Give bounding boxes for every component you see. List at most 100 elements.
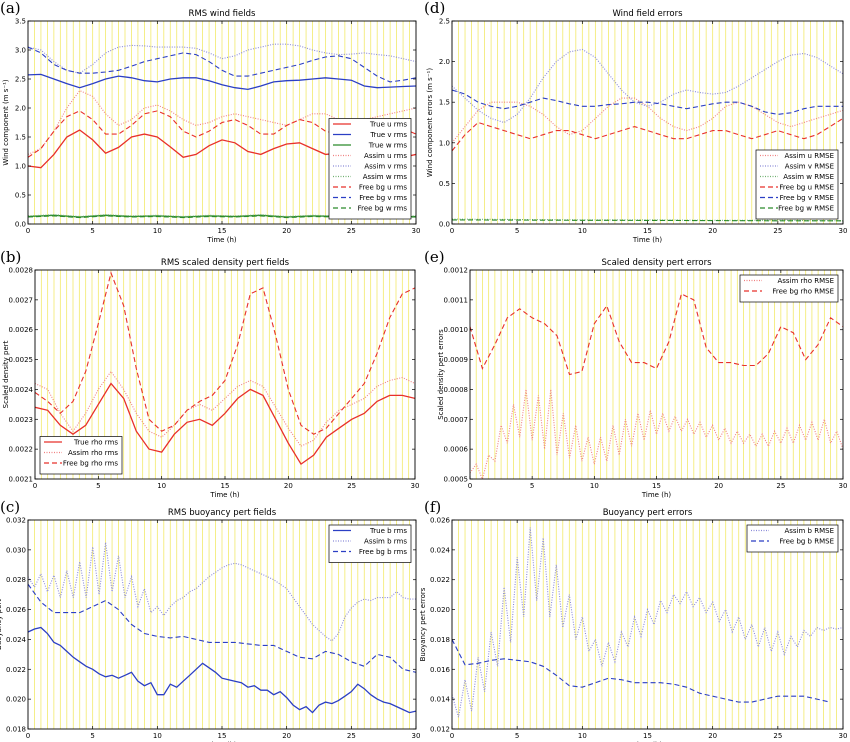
legend-box — [739, 274, 839, 303]
series-line-free-bg-rho-rms — [35, 271, 415, 435]
x-tick-label: 25 — [347, 482, 356, 490]
y-tick-label: 0.028 — [6, 576, 26, 584]
y-tick-label: 0.014 — [430, 696, 451, 704]
y-tick-label: 0.016 — [430, 666, 451, 674]
legend-entry: Free bg v RMSE — [780, 194, 834, 202]
y-axis-label: Scaled density pert errors — [437, 329, 445, 420]
series-line-assim-b-rmse — [452, 527, 843, 718]
y-tick-label: 0.020 — [430, 606, 450, 614]
x-tick-label: 10 — [590, 482, 599, 490]
series-line-free-bg-v-rmse — [452, 89, 843, 115]
y-tick-label: 0.0007 — [444, 416, 469, 424]
y-tick-label: 0.024 — [6, 636, 27, 644]
series-line-assim-rho-rmse — [470, 389, 843, 479]
x-tick-label: 30 — [839, 227, 848, 235]
legend-entry: Free bg rho rms — [63, 460, 118, 468]
legend: True rho rms Assim rho rms Free bg rho rms — [39, 436, 123, 475]
legend-entry: Free bg u RMSE — [779, 184, 834, 192]
x-tick-label: 0 — [26, 227, 30, 235]
x-tick-label: 30 — [412, 227, 421, 235]
y-tick-label: 0.0 — [439, 221, 450, 229]
y-tick-label: 0.022 — [6, 666, 26, 674]
y-tick-label: 0.020 — [6, 696, 26, 704]
legend-entry: Assim rho rms — [68, 449, 118, 457]
y-tick-label: 0.018 — [430, 636, 450, 644]
y-tick-label: 1.0 — [439, 139, 450, 147]
x-tick-label: 20 — [282, 227, 291, 235]
legend-entry: Free bg b rms — [359, 548, 407, 556]
chart-title: Buoyancy pert errors — [603, 508, 693, 518]
legend-entry: Free bg rho RMSE — [772, 288, 834, 296]
x-tick-label: 20 — [714, 482, 723, 490]
x-axis-label: Time (h) — [632, 236, 663, 244]
x-tick-label: 10 — [578, 227, 587, 235]
series-group — [28, 542, 416, 714]
y-tick-label: 1.5 — [439, 99, 450, 107]
series-line-assim-b-rms — [28, 542, 416, 642]
y-tick-label: 3.5 — [15, 18, 26, 26]
legend-entry: True u rms — [369, 121, 407, 129]
y-axis-label: Scaled density pert — [2, 340, 10, 408]
x-tick-label: 25 — [773, 732, 782, 740]
x-tick-label: 20 — [708, 227, 717, 235]
y-tick-label: 0.0022 — [9, 446, 34, 454]
y-axis-label: Wind component (m s⁻¹) — [2, 79, 10, 166]
panel-a: (a) 0 5 10 15 20 25 30 0.0 0.5 1.0 1.5 2.0 2.5 3.0 3.5 R… — [0, 0, 420, 244]
legend-entry: Assim w rms — [363, 173, 408, 181]
y-tick-label: 0.0009 — [444, 356, 469, 364]
x-tick-label: 25 — [776, 482, 785, 490]
y-tick-label: 0.0028 — [9, 267, 34, 275]
legend-entry: True rho rms — [73, 439, 118, 447]
legend-entry: Free bg b RMSE — [779, 538, 834, 546]
y-tick-label: 2.0 — [439, 58, 450, 66]
y-tick-label: 0.022 — [430, 576, 450, 584]
chart-title: RMS buoyancy pert fields — [168, 508, 277, 518]
x-tick-label: 15 — [218, 227, 227, 235]
legend: Assim rho RMSE Free bg rho RMSE — [739, 274, 839, 303]
x-tick-label: 5 — [90, 227, 94, 235]
x-tick-label: 15 — [643, 227, 652, 235]
x-tick-label: 25 — [773, 227, 782, 235]
x-tick-label: 20 — [284, 482, 293, 490]
y-tick-label: 0.0 — [15, 221, 26, 229]
x-tick-label: 5 — [530, 482, 534, 490]
panel-b: (b) 0 5 10 15 20 25 30 0.0021 0.0022 0.0023 0.0024 0… — [0, 248, 419, 499]
x-tick-label: 0 — [450, 227, 454, 235]
panel-label: (f) — [424, 498, 441, 516]
legend: True b rms Assim b rms Free bg b rms — [328, 524, 412, 563]
series-line-assim-v-rmse — [452, 48, 843, 124]
x-tick-label: 20 — [282, 732, 291, 740]
legend-box — [328, 118, 412, 220]
x-tick-label: 5 — [90, 732, 94, 740]
panel-label: (a) — [0, 0, 21, 17]
x-tick-label: 30 — [839, 482, 848, 490]
y-axis-label: Buoyancy pert errors — [419, 587, 427, 661]
x-tick-label: 30 — [412, 732, 421, 740]
y-tick-label: 0.0011 — [444, 296, 469, 304]
y-tick-label: 2.5 — [15, 76, 26, 84]
x-tick-label: 15 — [643, 732, 652, 740]
x-tick-label: 25 — [347, 227, 356, 235]
y-tick-label: 0.032 — [6, 517, 26, 525]
y-tick-label: 0.018 — [6, 726, 26, 734]
y-tick-label: 2.5 — [439, 18, 450, 26]
legend-entry: Assim b RMSE — [784, 527, 834, 535]
legend: Assim b RMSE Free bg b RMSE — [746, 524, 839, 553]
panel-label: (d) — [424, 0, 445, 17]
x-tick-label: 20 — [708, 732, 717, 740]
background-lines — [458, 520, 837, 729]
y-tick-label: 0.5 — [15, 192, 26, 200]
background-lines — [475, 270, 838, 479]
panel-label: (c) — [0, 498, 20, 516]
y-tick-label: 0.0024 — [9, 386, 34, 394]
chart-title: RMS wind fields — [189, 9, 256, 19]
legend-box — [746, 524, 839, 553]
series-line-free-bg-rho-rmse — [470, 293, 843, 376]
panel-e: (e) 0 5 10 15 20 25 30 0.0005 0.0006 0.0007 0.0008 0… — [424, 248, 847, 499]
chart-title: Scaled density pert errors — [602, 258, 713, 268]
x-tick-label: 5 — [96, 482, 100, 490]
x-tick-label: 10 — [153, 227, 162, 235]
y-tick-label: 0.012 — [430, 726, 450, 734]
legend-entry: Free bg w rms — [358, 205, 408, 213]
